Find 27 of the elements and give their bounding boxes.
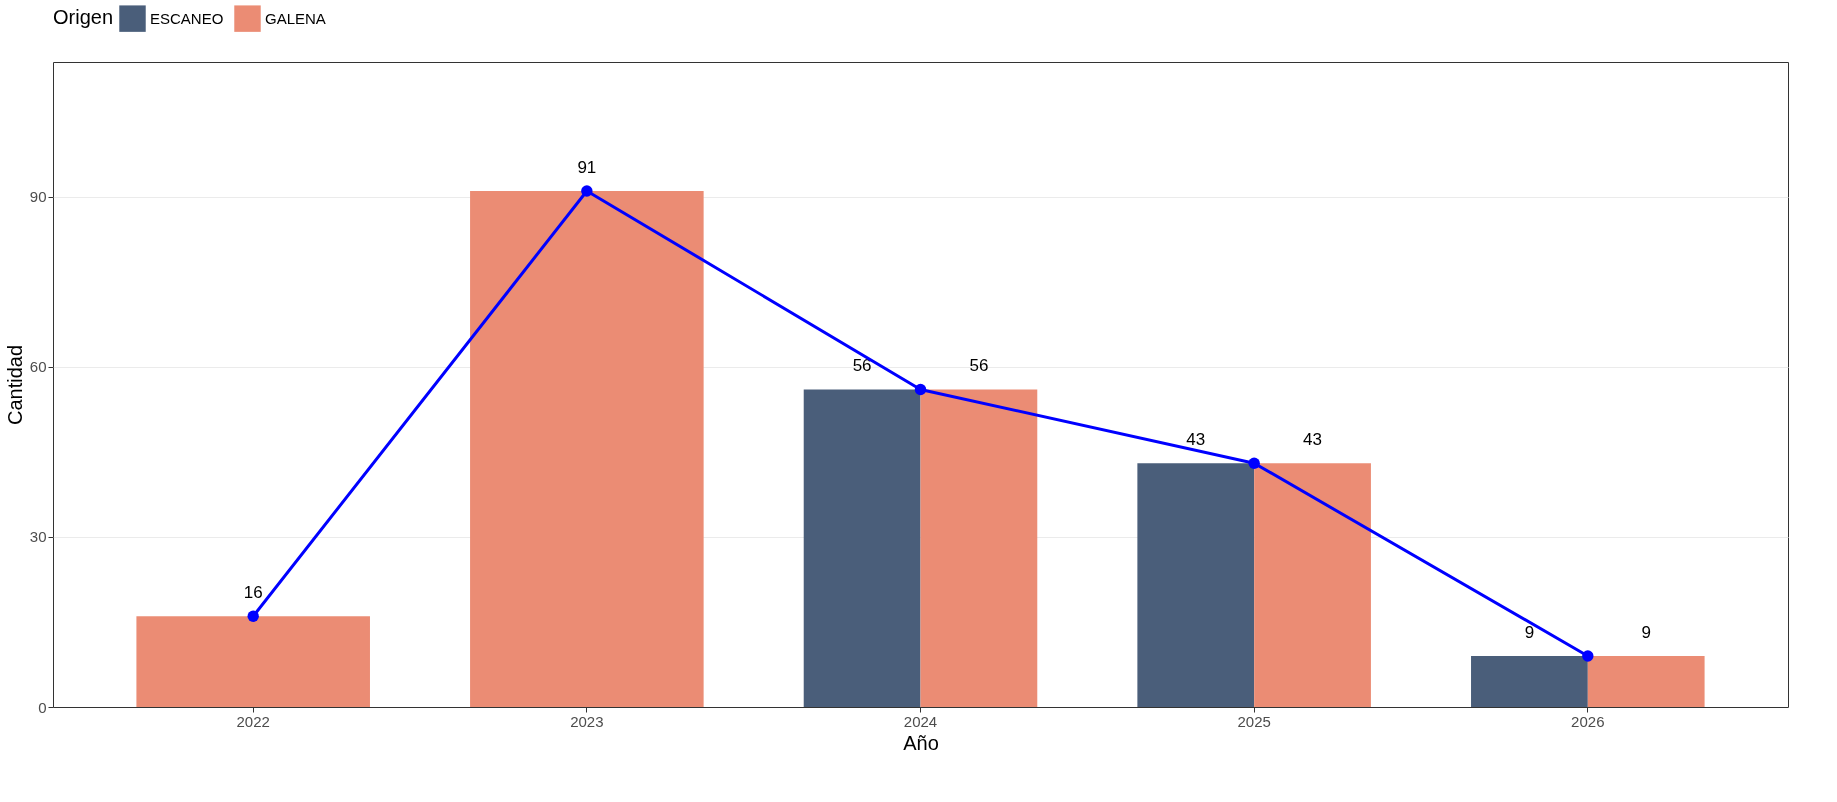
point (1248, 457, 1260, 469)
data-label: 56 (852, 356, 872, 376)
y-tick-label: 30 (29, 528, 47, 546)
y-axis-title: Cantidad (3, 344, 26, 426)
x-axis-title: Año (903, 731, 939, 754)
legend-label: ESCANEO (150, 9, 224, 27)
data-label: 91 (577, 158, 597, 177)
x-tick-label: 2025 (1237, 712, 1271, 730)
data-label: 16 (243, 583, 263, 603)
x-tick-label: 2026 (1571, 712, 1605, 730)
y-tick-label: 60 (29, 358, 47, 376)
x-tick-label: 2024 (903, 712, 938, 730)
data-label: 43 (1186, 430, 1206, 450)
data-label: 56 (969, 356, 989, 376)
point (1582, 650, 1594, 662)
point (581, 185, 593, 197)
data-label: 9 (1641, 622, 1651, 642)
x-tick-label: 2023 (570, 712, 604, 730)
y-tick-label: 90 (29, 188, 47, 206)
legend-title: Origen (53, 6, 114, 28)
y-tick-label: 0 (38, 698, 47, 716)
point (914, 383, 927, 396)
legend-label: GALENA (265, 9, 326, 27)
x-tick-label: 2022 (236, 712, 270, 730)
point (247, 610, 259, 622)
data-label: 43 (1303, 430, 1322, 450)
data-label: 9 (1524, 622, 1535, 642)
